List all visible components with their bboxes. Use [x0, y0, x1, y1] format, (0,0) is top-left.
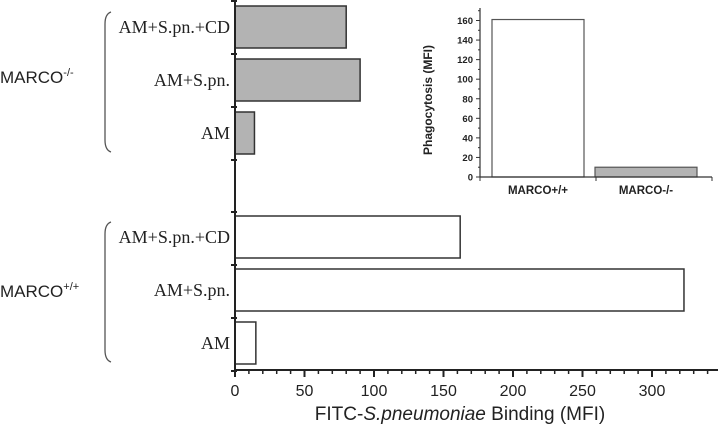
- x-tick-label: 0: [231, 383, 240, 400]
- inset-y-tick-label: 40: [462, 133, 473, 144]
- inset-y-tick-label: 160: [457, 16, 473, 27]
- inset-axes: MARCO+/+ MARCO-/- 0 20 40 60 80 100 120 140 160: [457, 8, 713, 197]
- inset-y-tick-label: 20: [462, 153, 473, 164]
- main-axes: 0 50 100 150 200 250 300: [231, 0, 718, 400]
- inset-bar-0: [491, 18, 585, 178]
- inset-y-tick-label: 80: [462, 94, 473, 105]
- group-bracket: [104, 11, 112, 153]
- x-tick-label: 100: [361, 383, 388, 400]
- group-label: MARCO-/-: [0, 67, 74, 87]
- inset-bar-chart: MARCO+/+ MARCO-/- 0 20 40 60 80 100 120 140 160 Ph…: [421, 8, 713, 197]
- category-label: AM+S.pn.+CD: [119, 227, 230, 247]
- inset-y-tick-label: 100: [457, 75, 473, 86]
- inset-y-tick-label: 140: [457, 36, 473, 47]
- category-label: AM+S.pn.: [154, 70, 230, 90]
- category-label: AM+S.pn.+CD: [119, 17, 230, 37]
- inset-bars: [491, 18, 698, 178]
- x-tick-label: 150: [430, 383, 457, 400]
- category-label: AM+S.pn.: [154, 280, 230, 300]
- x-tick-label: 300: [639, 383, 666, 400]
- bar-marco-0: [234, 215, 461, 259]
- inset-y-tick-label: 0: [468, 173, 473, 184]
- bar-marco-1: [234, 268, 685, 312]
- inset-y-tick-label: 120: [457, 55, 473, 66]
- bar-marco-1: [234, 58, 361, 102]
- x-tick-label: 200: [500, 383, 527, 400]
- x-axis-label: FITC-S.pneumoniae Binding (MFI): [315, 404, 605, 425]
- inset-y-tick-label: 60: [462, 114, 473, 125]
- group-label: MARCO+/+: [0, 281, 79, 301]
- bar-marco-0: [234, 5, 347, 49]
- category-label: AM: [201, 333, 230, 353]
- main-bars: [234, 5, 685, 365]
- group-bracket: [104, 221, 112, 363]
- inset-y-axis-label: Phagocytosis (MFI): [421, 45, 435, 155]
- category-label: AM: [201, 123, 230, 143]
- category-labels: AM+S.pn.+CD AM+S.pn. AM AM+S.pn.+CD AM+S.pn.…: [119, 17, 230, 353]
- main-bar-chart: AM+S.pn.+CD AM+S.pn. AM AM+S.pn.+CD AM+S.pn.…: [0, 0, 718, 425]
- bar-marco-2: [234, 111, 256, 155]
- bar-marco-2: [234, 321, 257, 365]
- inset-category-label: MARCO-/-: [619, 185, 673, 197]
- group-brackets: MARCO-/- MARCO+/+: [0, 11, 112, 363]
- x-tick-label: 50: [296, 383, 314, 400]
- x-tick-label: 250: [569, 383, 596, 400]
- inset-category-label: MARCO+/+: [508, 185, 568, 197]
- inset-bar-1: [594, 166, 698, 178]
